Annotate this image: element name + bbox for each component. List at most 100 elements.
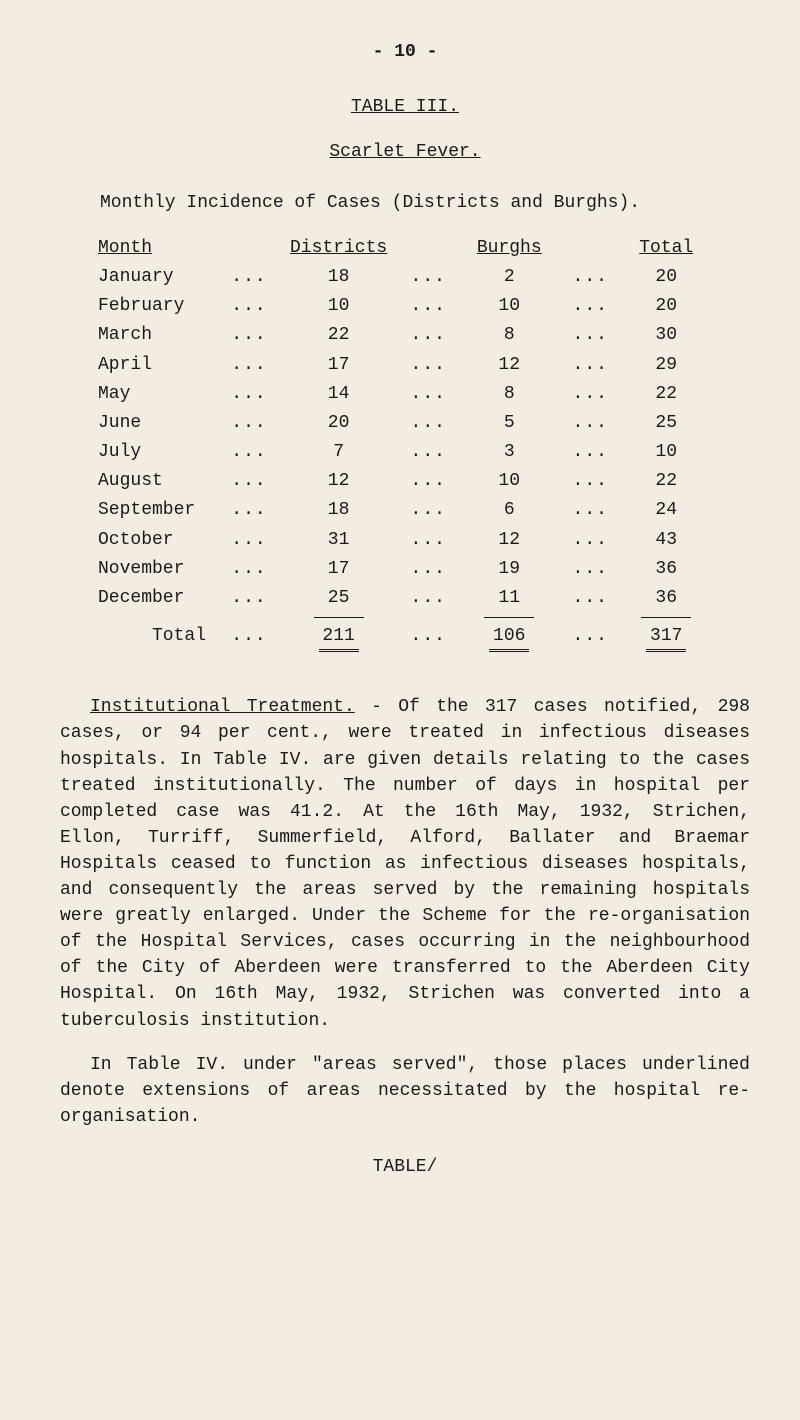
total-districts: 211 — [282, 622, 395, 654]
total-burghs: 106 — [461, 622, 557, 654]
cell-districts: 17 — [282, 555, 395, 584]
dots: ... — [395, 555, 461, 584]
table-header-row: Month Districts Burghs Total — [90, 234, 709, 263]
cell-total: 20 — [623, 263, 709, 292]
cell-burghs: 12 — [461, 351, 557, 380]
dots: ... — [557, 263, 623, 292]
cell-burghs: 8 — [461, 380, 557, 409]
dots: ... — [395, 438, 461, 467]
table-row: June...20...5...25 — [90, 409, 709, 438]
dots: ... — [557, 622, 623, 654]
table-title-text: TABLE III. — [351, 97, 459, 117]
dots: ... — [216, 351, 282, 380]
header-month: Month — [90, 234, 216, 263]
cell-month: November — [90, 555, 216, 584]
incidence-table: Month Districts Burghs Total January...1… — [90, 234, 709, 655]
cell-districts: 31 — [282, 526, 395, 555]
cell-month: April — [90, 351, 216, 380]
cell-districts: 18 — [282, 263, 395, 292]
table-row: August...12...10...22 — [90, 467, 709, 496]
dots: ... — [216, 467, 282, 496]
header-districts: Districts — [282, 234, 395, 263]
dots: ... — [557, 380, 623, 409]
cell-districts: 22 — [282, 321, 395, 350]
continuation-marker: TABLE/ — [60, 1155, 750, 1180]
cell-total: 20 — [623, 292, 709, 321]
table-row: May...14...8...22 — [90, 380, 709, 409]
dots: ... — [557, 496, 623, 525]
cell-districts: 14 — [282, 380, 395, 409]
paragraph-institutional-treatment: Institutional Treatment. - Of the 317 ca… — [60, 694, 750, 1033]
dots: ... — [395, 263, 461, 292]
dots: ... — [395, 467, 461, 496]
cell-total: 36 — [623, 584, 709, 613]
cell-total: 36 — [623, 555, 709, 584]
table-row: March...22...8...30 — [90, 321, 709, 350]
cell-month: December — [90, 584, 216, 613]
table-row: October...31...12...43 — [90, 526, 709, 555]
table-row: November...17...19...36 — [90, 555, 709, 584]
cell-burghs: 12 — [461, 526, 557, 555]
table-row: September...18...6...24 — [90, 496, 709, 525]
dots: ... — [395, 496, 461, 525]
subtitle: Scarlet Fever. — [60, 140, 750, 165]
cell-total: 43 — [623, 526, 709, 555]
table-separator — [90, 613, 709, 622]
cell-month: October — [90, 526, 216, 555]
dots: ... — [395, 622, 461, 654]
table-title: TABLE III. — [60, 95, 750, 120]
dots: ... — [216, 409, 282, 438]
cell-month: January — [90, 263, 216, 292]
dots: ... — [395, 380, 461, 409]
header-burghs: Burghs — [461, 234, 557, 263]
paragraph-body-1: - Of the 317 cases notified, 298 cases, … — [60, 697, 750, 1030]
dots: ... — [216, 584, 282, 613]
dots: ... — [216, 292, 282, 321]
table-row: April...17...12...29 — [90, 351, 709, 380]
dots: ... — [395, 321, 461, 350]
cell-total: 29 — [623, 351, 709, 380]
cell-month: August — [90, 467, 216, 496]
paragraph-areas-served: In Table IV. under "areas served", those… — [60, 1052, 750, 1130]
dots: ... — [395, 351, 461, 380]
cell-districts: 25 — [282, 584, 395, 613]
cell-total: 10 — [623, 438, 709, 467]
cell-districts: 7 — [282, 438, 395, 467]
table-row: July...7...3...10 — [90, 438, 709, 467]
table-row: January...18...2...20 — [90, 263, 709, 292]
page-number: - 10 - — [60, 40, 750, 65]
dots: ... — [395, 584, 461, 613]
subtitle-text: Scarlet Fever. — [329, 142, 480, 162]
dots: ... — [395, 409, 461, 438]
cell-burghs: 8 — [461, 321, 557, 350]
cell-month: May — [90, 380, 216, 409]
total-label: Total — [90, 622, 216, 654]
dots: ... — [557, 438, 623, 467]
table-caption: Monthly Incidence of Cases (Districts an… — [100, 191, 750, 216]
cell-total: 22 — [623, 467, 709, 496]
dots: ... — [216, 622, 282, 654]
cell-month: July — [90, 438, 216, 467]
dots: ... — [216, 438, 282, 467]
dots: ... — [216, 380, 282, 409]
cell-month: June — [90, 409, 216, 438]
dots: ... — [216, 321, 282, 350]
cell-districts: 17 — [282, 351, 395, 380]
dots: ... — [557, 409, 623, 438]
cell-month: February — [90, 292, 216, 321]
cell-burghs: 5 — [461, 409, 557, 438]
dots: ... — [557, 321, 623, 350]
cell-total: 30 — [623, 321, 709, 350]
cell-burghs: 2 — [461, 263, 557, 292]
dots: ... — [557, 292, 623, 321]
cell-districts: 20 — [282, 409, 395, 438]
cell-burghs: 10 — [461, 292, 557, 321]
header-total: Total — [623, 234, 709, 263]
cell-districts: 10 — [282, 292, 395, 321]
dots: ... — [557, 526, 623, 555]
cell-burghs: 3 — [461, 438, 557, 467]
total-total: 317 — [623, 622, 709, 654]
dots: ... — [216, 496, 282, 525]
cell-burghs: 19 — [461, 555, 557, 584]
dots: ... — [557, 467, 623, 496]
